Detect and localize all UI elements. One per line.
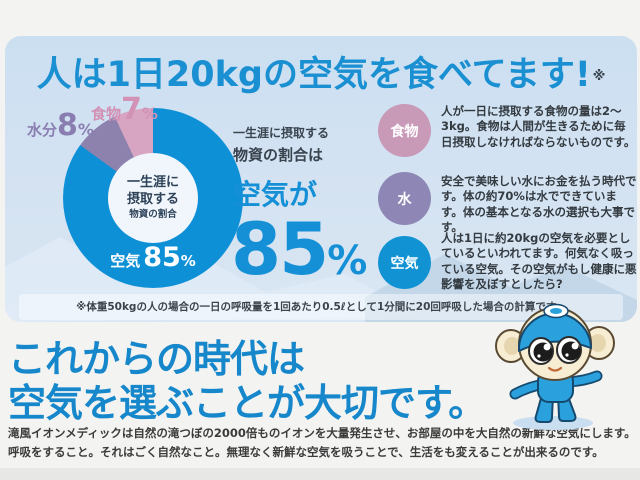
- mountain-silhouette-decoration: [5, 237, 637, 322]
- highlight-value: 85 %: [231, 207, 383, 291]
- pie-air-value: 85: [143, 242, 181, 273]
- monkey-mascot-character: [495, 303, 615, 430]
- food-circle-label: 食物: [390, 123, 419, 140]
- air-circle-badge: 空気: [378, 236, 431, 289]
- highlight-value-percent: %: [327, 238, 368, 284]
- pie-air-name: 空気: [110, 252, 141, 270]
- bottom-heading-line-1: これからの時代は: [8, 337, 305, 381]
- title-text: 人は1日20kgの空気を食べてます!: [36, 55, 591, 95]
- title-note-mark: ※: [592, 69, 606, 84]
- footnote-strip: [19, 294, 623, 320]
- page-title: 人は1日20kgの空気を食べてます! ※: [5, 46, 637, 97]
- food-description: 人が一日に摂取する食物の量は2〜3kg。食物は人間が生きるために毎日摂取しなけれ…: [441, 104, 636, 149]
- pie-food-value: 7: [121, 92, 142, 127]
- pie-food-unit: %: [141, 104, 158, 123]
- pie-water-label: 水分 8 %: [27, 108, 94, 143]
- pie-water-name: 水分: [27, 121, 58, 139]
- pie-water-unit: %: [77, 120, 94, 139]
- highlight-line-3: 空気が: [233, 178, 318, 211]
- bottom-band: [0, 468, 640, 480]
- pie-center-line-2: 摂取する: [126, 191, 179, 207]
- pie-air-unit: %: [180, 252, 196, 270]
- air-description: 人は1日に約20kgの空気を必要としているといわれてます。何気なく吸っている空気…: [441, 231, 637, 291]
- pie-chart: 一生涯に 摂取する 物資の割合 空気 85 %: [63, 108, 243, 288]
- highlight-value-number: 85: [231, 207, 329, 291]
- bottom-body-line-1: 滝風イオンメディックは自然の滝つぼの2000倍ものイオンを大量発生させ、お部屋の…: [8, 426, 636, 440]
- water-description: 安全で美味しい水にお金を払う時代です。体の約70%は水でできています。体の基本と…: [441, 174, 637, 234]
- bottom-heading-line-2: 空気を選ぶことが大切です。: [8, 381, 486, 425]
- top-panel: 人は1日20kgの空気を食べてます! ※ 一生涯に 摂取する 物資の割合 空気 8…: [5, 36, 637, 322]
- pie-water-value: 8: [57, 108, 78, 143]
- footnote: ※体重50kgの人の場合の一日の呼吸量を1回あたり0.5ℓとして1分間に20回呼…: [76, 301, 566, 313]
- bottom-body-line-2: 呼吸をすること。それはごく自然なこと。無理なく新鮮な空気を吸うことで、生活をも変…: [8, 445, 604, 459]
- food-circle-badge: 食物: [378, 104, 431, 157]
- highlight-line-2: 物資の割合は: [233, 146, 324, 164]
- pie-food-label: 食物 7 %: [91, 92, 158, 127]
- highlight-block: 一生涯に摂取する 物資の割合は 空気が 85 %: [231, 124, 383, 291]
- pie-air-label: 空気 85 %: [110, 242, 196, 273]
- pie-food-name: 食物: [91, 105, 122, 123]
- water-circle-label: 水: [397, 191, 412, 208]
- pie-center-label: 一生涯に 摂取する 物資の割合: [108, 153, 198, 243]
- water-circle-badge: 水: [378, 172, 431, 225]
- pie-center-line-3: 物資の割合: [129, 208, 177, 220]
- air-circle-label: 空気: [390, 255, 419, 272]
- highlight-line-1: 一生涯に摂取する: [233, 126, 330, 140]
- pie-center-line-1: 一生涯に: [126, 175, 179, 191]
